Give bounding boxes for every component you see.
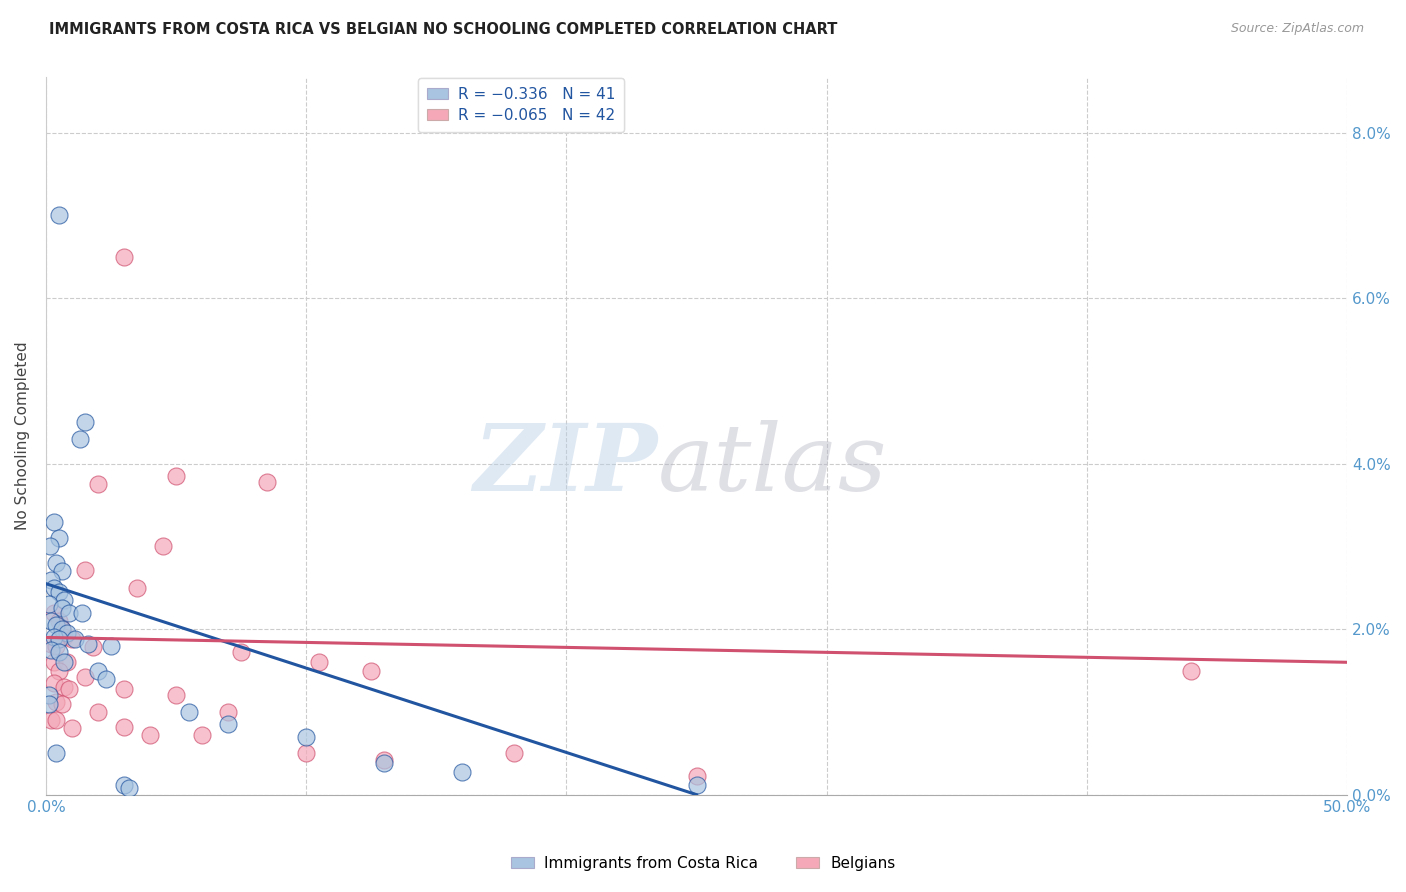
Point	[87, 664, 110, 678]
Point	[48, 632, 70, 646]
Point	[72, 606, 94, 620]
Point	[231, 645, 253, 659]
Point	[39, 713, 62, 727]
Point	[53, 593, 76, 607]
Point	[373, 756, 395, 771]
Point	[39, 573, 62, 587]
Point	[48, 664, 70, 678]
Point	[503, 747, 526, 761]
Point	[39, 637, 62, 651]
Point	[42, 606, 65, 620]
Point	[165, 469, 187, 483]
Point	[38, 598, 60, 612]
Point	[39, 614, 62, 628]
Point	[87, 705, 110, 719]
Point	[63, 632, 86, 646]
Point	[56, 626, 79, 640]
Point	[152, 540, 174, 554]
Point	[42, 581, 65, 595]
Point	[217, 705, 239, 719]
Point	[112, 778, 135, 792]
Point	[42, 676, 65, 690]
Point	[51, 564, 73, 578]
Point	[56, 655, 79, 669]
Point	[82, 640, 104, 655]
Point	[94, 672, 117, 686]
Point	[118, 780, 141, 795]
Point	[48, 645, 70, 659]
Point	[73, 670, 96, 684]
Point	[53, 655, 76, 669]
Point	[76, 637, 98, 651]
Point	[42, 515, 65, 529]
Point	[295, 747, 318, 761]
Point	[112, 720, 135, 734]
Point	[373, 753, 395, 767]
Point	[112, 250, 135, 264]
Point	[38, 540, 60, 554]
Point	[48, 585, 70, 599]
Point	[60, 632, 83, 646]
Point	[60, 722, 83, 736]
Point	[45, 639, 67, 653]
Point	[45, 695, 67, 709]
Point	[48, 208, 70, 222]
Point	[69, 432, 91, 446]
Point	[45, 618, 67, 632]
Point	[100, 639, 122, 653]
Point	[53, 680, 76, 694]
Point	[58, 681, 80, 696]
Point	[58, 606, 80, 620]
Point	[191, 728, 214, 742]
Point	[51, 697, 73, 711]
Point	[42, 655, 65, 669]
Point	[48, 531, 70, 545]
Point	[73, 563, 96, 577]
Point	[165, 689, 187, 703]
Point	[53, 631, 76, 645]
Point	[48, 614, 70, 628]
Point	[1180, 664, 1202, 678]
Point	[179, 705, 201, 719]
Point	[685, 778, 707, 792]
Point	[217, 717, 239, 731]
Point	[45, 556, 67, 570]
Point	[42, 631, 65, 645]
Point	[256, 475, 278, 489]
Point	[51, 622, 73, 636]
Point	[125, 581, 148, 595]
Point	[38, 697, 60, 711]
Point	[295, 730, 318, 744]
Legend: R = −0.336   N = 41, R = −0.065   N = 42: R = −0.336 N = 41, R = −0.065 N = 42	[418, 78, 624, 132]
Point	[87, 477, 110, 491]
Point	[45, 747, 67, 761]
Point	[139, 728, 162, 742]
Y-axis label: No Schooling Completed: No Schooling Completed	[15, 342, 30, 531]
Point	[45, 713, 67, 727]
Point	[51, 601, 73, 615]
Point	[112, 681, 135, 696]
Point	[685, 770, 707, 784]
Legend: Immigrants from Costa Rica, Belgians: Immigrants from Costa Rica, Belgians	[505, 850, 901, 877]
Point	[451, 764, 474, 779]
Point	[308, 655, 330, 669]
Text: atlas: atlas	[658, 420, 887, 509]
Text: Source: ZipAtlas.com: Source: ZipAtlas.com	[1230, 22, 1364, 36]
Point	[39, 643, 62, 657]
Point	[51, 622, 73, 636]
Text: IMMIGRANTS FROM COSTA RICA VS BELGIAN NO SCHOOLING COMPLETED CORRELATION CHART: IMMIGRANTS FROM COSTA RICA VS BELGIAN NO…	[49, 22, 838, 37]
Point	[38, 689, 60, 703]
Text: ZIP: ZIP	[474, 420, 658, 509]
Point	[360, 664, 382, 678]
Point	[73, 415, 96, 429]
